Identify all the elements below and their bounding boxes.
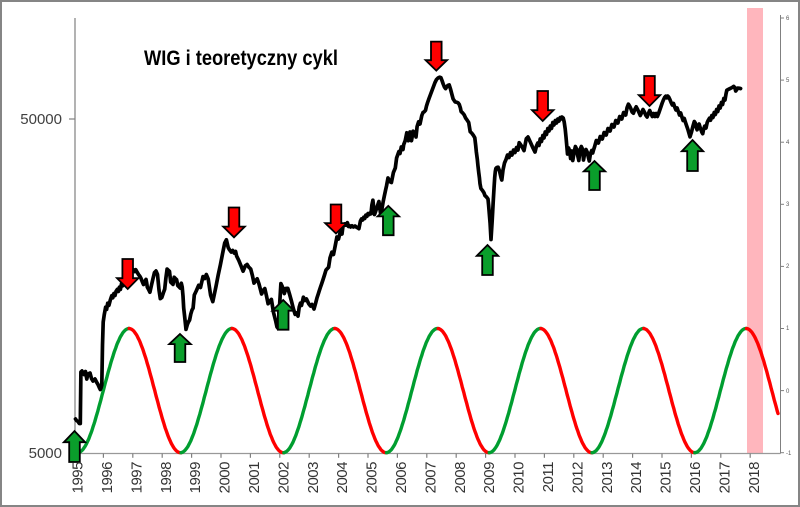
svg-text:1997: 1997 xyxy=(128,462,145,494)
svg-text:2017: 2017 xyxy=(716,462,733,494)
svg-text:1998: 1998 xyxy=(158,462,175,494)
svg-text:6: 6 xyxy=(786,16,790,22)
svg-text:1996: 1996 xyxy=(99,462,116,494)
svg-text:2000: 2000 xyxy=(217,462,234,494)
svg-text:0: 0 xyxy=(786,389,790,395)
svg-text:2004: 2004 xyxy=(334,462,351,494)
svg-text:2011: 2011 xyxy=(540,462,557,492)
svg-text:50000: 50000 xyxy=(20,111,62,128)
svg-text:1995: 1995 xyxy=(70,462,87,494)
svg-text:2009: 2009 xyxy=(481,462,498,494)
svg-text:-1: -1 xyxy=(786,451,792,457)
svg-text:2: 2 xyxy=(786,264,790,270)
svg-text:2005: 2005 xyxy=(364,462,381,494)
svg-text:1999: 1999 xyxy=(187,462,204,494)
svg-text:2018: 2018 xyxy=(746,462,763,494)
svg-text:3: 3 xyxy=(786,202,790,208)
svg-text:2008: 2008 xyxy=(452,462,469,494)
svg-text:1: 1 xyxy=(786,326,790,332)
svg-text:2015: 2015 xyxy=(658,462,675,494)
svg-text:2007: 2007 xyxy=(422,462,439,494)
svg-text:4: 4 xyxy=(786,140,790,146)
svg-text:2014: 2014 xyxy=(628,462,645,494)
svg-text:2006: 2006 xyxy=(393,462,410,494)
svg-text:2001: 2001 xyxy=(246,462,263,494)
svg-text:2016: 2016 xyxy=(687,462,704,494)
svg-text:2012: 2012 xyxy=(569,462,586,494)
svg-text:2003: 2003 xyxy=(305,462,322,494)
svg-text:2013: 2013 xyxy=(599,462,616,494)
svg-text:2002: 2002 xyxy=(275,462,292,494)
svg-text:5000: 5000 xyxy=(29,445,62,462)
svg-text:2010: 2010 xyxy=(511,462,528,494)
svg-text:5: 5 xyxy=(786,78,790,84)
